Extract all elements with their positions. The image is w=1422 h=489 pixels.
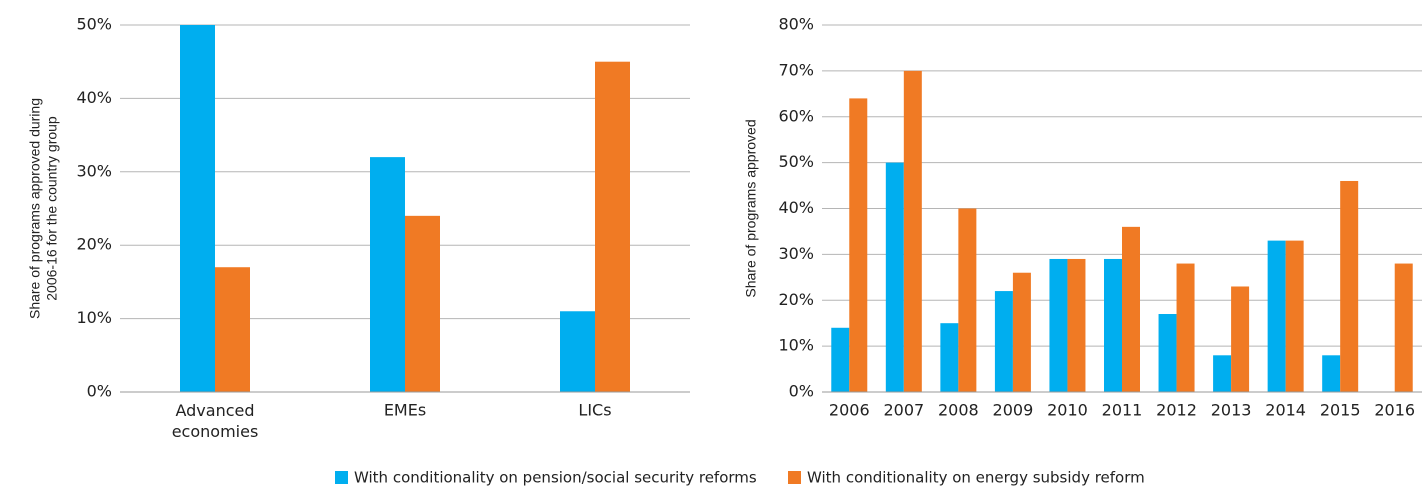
y-tick-label: 80% (778, 15, 814, 34)
x-tick-label: EMEs (384, 401, 426, 420)
bar (180, 25, 215, 392)
y-tick-label: 30% (778, 244, 814, 263)
bar (405, 215, 440, 392)
y-tick-label: 0% (87, 382, 112, 401)
legend-swatch (335, 471, 348, 484)
bar (885, 162, 904, 392)
x-tick-label: 2014 (1265, 401, 1306, 420)
y-tick-label: 50% (778, 152, 814, 171)
x-tick-label: 2013 (1211, 401, 1252, 420)
bar (1122, 226, 1140, 392)
bar (831, 327, 850, 392)
y-tick-label: 10% (778, 336, 814, 355)
x-tick-label: 2011 (1102, 401, 1143, 420)
bar (1213, 355, 1232, 392)
legend-label: With conditionality on pension/social se… (354, 469, 757, 487)
bar (1158, 314, 1177, 392)
bar (958, 208, 977, 392)
y-axis-label: 2006-16 for the country group (44, 116, 60, 301)
bar (1285, 240, 1304, 392)
x-tick-label: 2006 (829, 401, 870, 420)
x-tick-label: Advanced economies (172, 401, 259, 441)
bar (1322, 355, 1341, 392)
bar (1012, 272, 1031, 392)
x-tick-label: 2010 (1047, 401, 1088, 420)
x-tick-label: 2009 (993, 401, 1034, 420)
bar (595, 61, 630, 392)
bar (215, 267, 250, 392)
bar (1104, 258, 1122, 392)
bar (903, 70, 922, 392)
x-tick-label: 2012 (1156, 401, 1197, 420)
x-tick-label: LICs (578, 401, 611, 420)
bar (1231, 286, 1250, 392)
y-axis-label: Share of programs approved during (27, 98, 43, 319)
bar (1049, 258, 1068, 392)
bar (370, 157, 405, 392)
y-tick-label: 30% (76, 161, 112, 180)
y-tick-label: 50% (76, 15, 112, 34)
legend-swatch (788, 471, 801, 484)
x-tick-label: 2016 (1374, 401, 1415, 420)
bar (1067, 258, 1086, 392)
bar (1394, 263, 1413, 392)
y-tick-label: 0% (789, 382, 814, 401)
bar (994, 291, 1013, 392)
y-tick-label: 10% (76, 308, 112, 327)
x-tick-label: 2008 (938, 401, 979, 420)
y-tick-label: 20% (76, 235, 112, 254)
bar (940, 323, 959, 392)
y-axis-label: Share of programs approved (743, 119, 759, 297)
bar (849, 98, 868, 393)
x-tick-label: 2015 (1320, 401, 1361, 420)
y-tick-label: 60% (778, 106, 814, 125)
bar (560, 311, 595, 392)
y-tick-label: 20% (778, 290, 814, 309)
y-tick-label: 70% (778, 60, 814, 79)
legend-label: With conditionality on energy subsidy re… (807, 469, 1145, 487)
y-tick-label: 40% (76, 88, 112, 107)
x-tick-label: 2007 (883, 401, 924, 420)
y-tick-label: 40% (778, 198, 814, 217)
bar (1267, 240, 1286, 392)
bar (1176, 263, 1195, 392)
bar (1340, 180, 1359, 392)
